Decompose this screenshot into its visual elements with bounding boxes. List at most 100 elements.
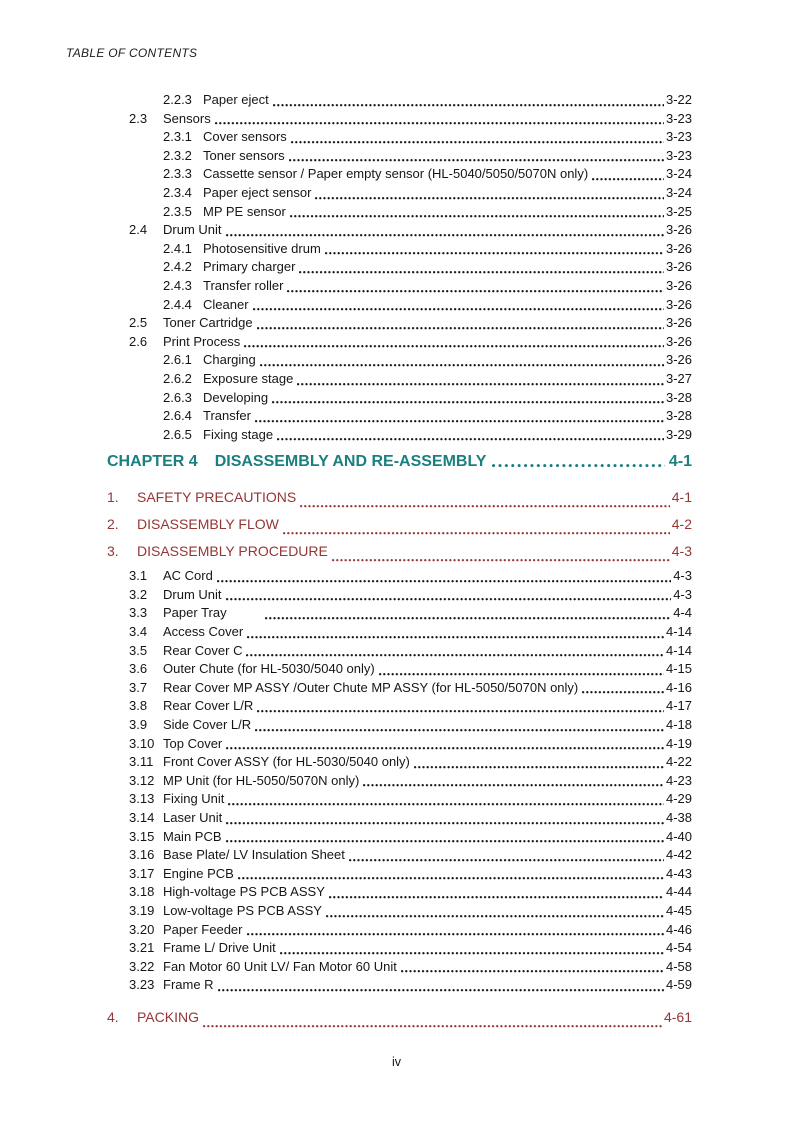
toc-entry[interactable]: 3.15 Main PCB 4-40 <box>0 828 793 847</box>
toc-entry[interactable]: 3.1 AC Cord 4-3 <box>0 567 793 586</box>
toc-entry-page: 4-58 <box>665 958 692 974</box>
toc-entry-label: Fan Motor 60 Unit LV/ Fan Motor 60 Unit <box>163 958 397 974</box>
toc-entry[interactable]: 3.11 Front Cover ASSY (for HL-5030/5040 o… <box>0 753 793 772</box>
toc-entry[interactable]: 3.2 Drum Unit 4-3 <box>0 586 793 605</box>
toc-entry-page: 4-17 <box>665 698 692 714</box>
toc-entry-label: Engine PCB <box>163 865 234 881</box>
toc-entry[interactable]: 3.19 Low-voltage PS PCB ASSY 4-45 <box>0 902 793 921</box>
toc-entry[interactable]: 3.14 Laser Unit 4-38 <box>0 809 793 828</box>
toc-entry[interactable]: 2.4.2 Primary charger 3-26 <box>0 258 793 277</box>
toc-chapter-heading[interactable]: CHAPTER 4 DISASSEMBLY AND RE-ASSEMBLY 4-1 <box>0 451 793 472</box>
toc-section-entry[interactable]: 2. DISASSEMBLY FLOW 4-2 <box>0 511 793 538</box>
toc-entry[interactable]: 3.8 Rear Cover L/R 4-17 <box>0 697 793 716</box>
toc-entry[interactable]: 2.2.3 Paper eject 3-22 <box>0 91 793 110</box>
toc-entry[interactable]: 2.3 Sensors 3-23 <box>0 110 793 129</box>
toc-entry-label: MP Unit (for HL-5050/5070N only) <box>163 772 360 788</box>
toc-dotted-leader <box>214 121 664 126</box>
toc-entry[interactable]: 2.3.3 Cassette sensor / Paper empty senso… <box>0 165 793 184</box>
chapter-page: 4-1 <box>668 453 692 471</box>
toc-entry[interactable]: 2.6.2 Exposure stage 3-27 <box>0 370 793 389</box>
toc-entry[interactable]: 3.6 Outer Chute (for HL-5030/5040 only) 4-… <box>0 660 793 679</box>
toc-dotted-leader <box>315 195 664 200</box>
toc-entry-number: 3.11 <box>129 754 154 770</box>
toc-entry[interactable]: 3.3 Paper Tray 4-4 <box>0 604 793 623</box>
toc-entry-number: 3.9 <box>129 717 148 733</box>
toc-entry[interactable]: 2.6.4 Transfer 3-28 <box>0 407 793 426</box>
toc-entry[interactable]: 2.4.1 Photosensitive drum 3-26 <box>0 240 793 259</box>
toc-entry-label: Cover sensors <box>203 129 287 145</box>
toc-entry[interactable]: 3.4 Access Cover 4-14 <box>0 623 793 642</box>
toc-entry-number: 3.2 <box>129 586 148 602</box>
toc-entry[interactable]: 2.3.2 Toner sensors 3-23 <box>0 147 793 166</box>
toc-entry[interactable]: 2.3.4 Paper eject sensor 3-24 <box>0 184 793 203</box>
toc-entry-label: DISASSEMBLY FLOW <box>137 516 279 533</box>
toc-dotted-leader <box>279 950 664 955</box>
toc-entry[interactable]: 2.3.5 MP PE sensor 3-25 <box>0 203 793 222</box>
toc-entry-label: Photosensitive drum <box>203 240 321 256</box>
toc-entry-page: 3-25 <box>665 203 692 219</box>
toc-entry-page: 3-22 <box>665 92 692 107</box>
toc-entry-page: 4-61 <box>663 1008 692 1025</box>
toc-entry-page: 4-23 <box>665 772 692 788</box>
toc-entry-page: 4-59 <box>665 977 692 993</box>
toc-entry[interactable]: 3.23 Frame R 4-59 <box>0 976 793 995</box>
toc-dotted-leader <box>259 362 664 367</box>
toc-dotted-leader <box>289 214 664 219</box>
toc-section-entry[interactable]: 3. DISASSEMBLY PROCEDURE 4-3 <box>0 538 793 565</box>
toc-entry[interactable]: 3.7 Rear Cover MP ASSY /Outer Chute MP AS… <box>0 679 793 698</box>
toc-entry[interactable]: 2.4 Drum Unit 3-26 <box>0 221 793 240</box>
toc-entry[interactable]: 3.9 Side Cover L/R 4-18 <box>0 716 793 735</box>
toc-entry-page: 3-23 <box>665 147 692 163</box>
toc-entry[interactable]: 3.21 Frame L/ Drive Unit 4-54 <box>0 939 793 958</box>
toc-entry-page: 4-43 <box>665 865 692 881</box>
toc-entry-number: 2.3.5 <box>163 203 192 219</box>
toc-entry[interactable]: 2.3.1 Cover sensors 3-23 <box>0 128 793 147</box>
toc-entry-number: 3.16 <box>129 847 155 863</box>
toc-entry-label: Transfer roller <box>203 277 284 293</box>
toc-entry[interactable]: 3.22 Fan Motor 60 Unit LV/ Fan Motor 60 U… <box>0 958 793 977</box>
toc-entry[interactable]: 3.20 Paper Feeder 4-46 <box>0 921 793 940</box>
toc-entry[interactable]: 3.18 High-voltage PS PCB ASSY 4-44 <box>0 883 793 902</box>
toc-entry-page: 4-3 <box>673 586 692 602</box>
toc-section-entry[interactable]: 1. SAFETY PRECAUTIONS 4-1 <box>0 484 793 511</box>
toc-dotted-leader <box>592 176 664 181</box>
toc-entry-number: 1. <box>107 489 119 506</box>
toc-entry[interactable]: 2.6.3 Developing 3-28 <box>0 389 793 408</box>
toc-entry-number: 3.1 <box>129 568 148 584</box>
toc-entry-label: Rear Cover MP ASSY /Outer Chute MP ASSY … <box>163 679 579 695</box>
toc-entry-number: 3.19 <box>129 902 155 918</box>
toc-dotted-leader <box>257 709 664 714</box>
toc-entry-number: 3.12 <box>129 772 155 788</box>
toc-entry[interactable]: 2.5 Toner Cartridge 3-26 <box>0 314 793 333</box>
toc-dotted-leader <box>216 578 672 583</box>
toc-entry-number: 3.22 <box>129 958 155 974</box>
toc-entry-page: 3-26 <box>665 333 692 349</box>
toc-entry[interactable]: 2.6.5 Fixing stage 3-29 <box>0 426 793 445</box>
toc-entry[interactable]: 3.16 Base Plate/ LV Insulation Sheet 4-42 <box>0 846 793 865</box>
toc-entry-number: 2.3 <box>129 110 148 126</box>
toc-entry-label: Exposure stage <box>203 370 294 386</box>
toc-dotted-leader <box>226 746 664 751</box>
toc-section-entry[interactable]: 4. PACKING 4-61 <box>0 1004 793 1031</box>
toc-entry[interactable]: 2.4.3 Transfer roller 3-26 <box>0 277 793 296</box>
toc-entry-label: Main PCB <box>163 828 222 844</box>
toc-dotted-leader <box>282 531 670 536</box>
toc-entry[interactable]: 3.13 Fixing Unit 4-29 <box>0 790 793 809</box>
toc-entry[interactable]: 3.17 Engine PCB 4-43 <box>0 865 793 884</box>
toc-entry[interactable]: 3.12 MP Unit (for HL-5050/5070N only) 4-23 <box>0 772 793 791</box>
toc-entry-number: 3.4 <box>129 624 148 640</box>
toc-entry-label: Rear Cover L/R <box>163 698 254 714</box>
toc-entry[interactable]: 3.5 Rear Cover C 4-14 <box>0 642 793 661</box>
toc-entry[interactable]: 2.6 Print Process 3-26 <box>0 333 793 352</box>
toc-entry-number: 3.7 <box>129 679 148 695</box>
toc-dotted-leader <box>225 839 664 844</box>
toc-entry[interactable]: 2.6.1 Charging 3-26 <box>0 351 793 370</box>
toc-dotted-leader <box>252 307 664 312</box>
toc-entry-number: 2. <box>107 516 119 533</box>
toc-entry-label: Charging <box>203 352 256 368</box>
toc-entry[interactable]: 2.4.4 Cleaner 3-26 <box>0 296 793 315</box>
toc-entry-page: 3-26 <box>665 315 692 331</box>
toc-entry[interactable]: 3.10 Top Cover 4-19 <box>0 735 793 754</box>
toc-entry-page: 4-22 <box>665 754 692 770</box>
